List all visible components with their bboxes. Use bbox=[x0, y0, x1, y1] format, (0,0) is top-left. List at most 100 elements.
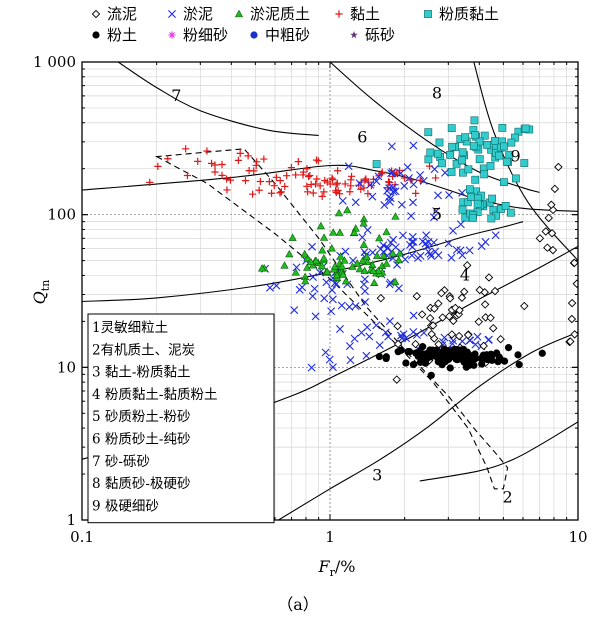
data-point-diamond-open bbox=[543, 243, 552, 252]
data-point-x bbox=[441, 168, 450, 177]
data-point-triangle bbox=[355, 264, 364, 273]
data-point-plus bbox=[267, 189, 276, 197]
data-point-x bbox=[400, 181, 409, 190]
data-point-diamond-open bbox=[488, 323, 498, 333]
data-point-square bbox=[435, 138, 444, 147]
data-point-x bbox=[387, 169, 396, 178]
data-point-x bbox=[368, 248, 377, 257]
data-point-x bbox=[419, 328, 428, 337]
data-point-x bbox=[380, 201, 389, 210]
data-point-square bbox=[471, 175, 480, 184]
data-point-x bbox=[405, 240, 414, 249]
data-point-triangle bbox=[359, 240, 368, 248]
data-point-x bbox=[310, 284, 319, 293]
data-point-square bbox=[464, 165, 473, 174]
data-point-plus bbox=[226, 176, 234, 184]
data-point-triangle bbox=[391, 277, 400, 285]
data-point-square bbox=[507, 138, 516, 147]
data-point-square bbox=[470, 116, 479, 125]
data-point-x bbox=[422, 231, 431, 240]
data-point-triangle bbox=[301, 276, 310, 285]
data-point-square bbox=[446, 151, 455, 159]
legend-label: 淤泥质土 bbox=[250, 5, 310, 23]
legend-marker bbox=[91, 9, 101, 19]
data-point-circle bbox=[382, 354, 390, 363]
data-point-plus bbox=[323, 178, 331, 186]
data-point-x bbox=[320, 294, 329, 303]
data-point-plus bbox=[332, 181, 340, 189]
data-point-square bbox=[475, 137, 484, 146]
data-point-plus bbox=[252, 161, 260, 170]
data-point-x bbox=[449, 226, 458, 235]
data-point-x bbox=[407, 251, 416, 260]
data-point-x bbox=[384, 332, 393, 341]
data-point-x bbox=[491, 231, 500, 240]
data-point-x bbox=[360, 287, 369, 296]
data-point-circle bbox=[428, 349, 436, 358]
data-point-plus bbox=[241, 177, 250, 185]
data-point-square bbox=[438, 159, 446, 168]
data-point-circle bbox=[514, 351, 522, 359]
dashed-band bbox=[154, 148, 509, 490]
data-point-triangle bbox=[359, 219, 368, 227]
data-point-diamond-open bbox=[428, 321, 438, 330]
data-point-plus bbox=[385, 178, 394, 187]
data-point-plus bbox=[336, 190, 344, 198]
data-point-triangle bbox=[288, 233, 297, 241]
data-point-triangle bbox=[303, 263, 312, 271]
data-point-diamond-open bbox=[554, 162, 563, 172]
legend-label: 淤泥 bbox=[183, 5, 213, 23]
zone-boundary-3 bbox=[278, 331, 578, 520]
data-point-diamond-open bbox=[376, 293, 386, 303]
zone-label: 6 bbox=[357, 128, 367, 147]
data-point-x bbox=[408, 232, 417, 241]
legend-label: 粉质黏土 bbox=[439, 5, 499, 23]
data-point-x bbox=[413, 254, 422, 262]
data-point-x bbox=[385, 280, 394, 289]
data-point-x bbox=[389, 235, 398, 244]
data-point-x bbox=[308, 242, 317, 251]
data-point-triangle bbox=[280, 261, 289, 269]
zone-label: 2 bbox=[502, 488, 512, 507]
data-point-plus bbox=[244, 152, 252, 160]
data-point-x bbox=[311, 312, 320, 321]
data-point-plus bbox=[218, 171, 226, 179]
data-point-plus bbox=[182, 145, 190, 153]
data-point-square bbox=[461, 133, 470, 142]
data-point-x bbox=[272, 281, 281, 290]
data-point-square bbox=[447, 124, 456, 133]
data-point-x bbox=[409, 311, 418, 320]
data-point-circle bbox=[427, 371, 435, 379]
data-point-plus bbox=[203, 147, 211, 155]
data-point-square bbox=[448, 142, 457, 151]
data-point-circle bbox=[419, 343, 427, 351]
data-point-plus bbox=[329, 176, 337, 184]
data-point-plus bbox=[283, 172, 291, 180]
data-point-diamond-open bbox=[547, 229, 557, 238]
data-point-square bbox=[495, 151, 503, 160]
data-point-diamond-open bbox=[567, 298, 577, 308]
data-point-diamond-open bbox=[481, 313, 490, 322]
data-point-x bbox=[449, 336, 458, 345]
data-point-triangle bbox=[306, 257, 316, 266]
legend-marker bbox=[424, 10, 432, 18]
data-point-plus bbox=[412, 189, 420, 197]
data-point-x bbox=[366, 180, 375, 189]
legend-label: 粉土 bbox=[107, 26, 137, 44]
data-point-square bbox=[487, 214, 496, 223]
data-point-x bbox=[440, 333, 449, 342]
x-tick-label: 1 bbox=[325, 528, 335, 546]
data-point-diamond-open bbox=[445, 294, 455, 303]
data-point-diamond-open bbox=[567, 314, 577, 324]
data-point-x bbox=[355, 179, 364, 188]
data-point-triangle bbox=[319, 233, 329, 241]
data-point-triangle bbox=[334, 208, 344, 217]
data-point-square bbox=[424, 128, 433, 137]
zone-boundary-8 bbox=[419, 421, 578, 482]
data-point-x bbox=[403, 163, 412, 172]
data-point-triangle bbox=[338, 270, 347, 278]
legend-label: 黏土 bbox=[350, 5, 380, 23]
y-tick-label: 100 bbox=[47, 206, 76, 224]
data-point-x bbox=[365, 332, 374, 341]
